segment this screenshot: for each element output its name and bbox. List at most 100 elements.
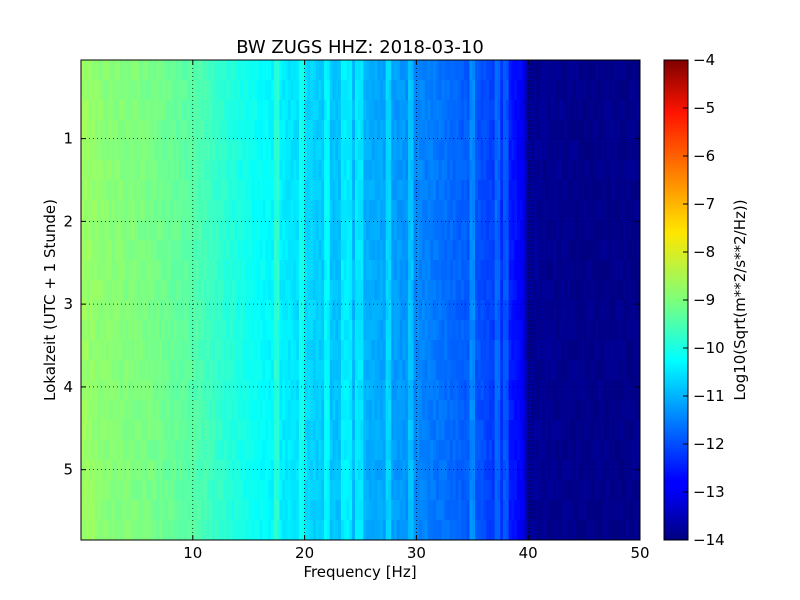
- heatmap-cell: [377, 80, 381, 101]
- heatmap-cell: [114, 520, 118, 540]
- heatmap-cell: [586, 80, 591, 101]
- heatmap-cell: [578, 320, 582, 341]
- heatmap-cell: [142, 520, 146, 540]
- heatmap-cell: [122, 120, 127, 141]
- heatmap-cell: [505, 220, 510, 241]
- heatmap-cell: [447, 160, 451, 181]
- heatmap-cell: [377, 240, 381, 261]
- heatmap-cell: [483, 420, 487, 441]
- heatmap-cell: [209, 180, 213, 201]
- heatmap-cell: [413, 460, 417, 481]
- heatmap-cell: [201, 160, 205, 181]
- heatmap-cell: [125, 140, 130, 161]
- heatmap-cell: [243, 200, 247, 221]
- heatmap-cell: [371, 300, 376, 321]
- heatmap-cell: [360, 260, 364, 281]
- heatmap-cell: [142, 60, 146, 81]
- heatmap-cell: [533, 220, 538, 241]
- heatmap-cell: [329, 60, 334, 81]
- heatmap-cell: [114, 320, 118, 341]
- heatmap-cell: [296, 80, 300, 101]
- heatmap-cell: [564, 80, 568, 101]
- heatmap-cell: [307, 200, 311, 221]
- heatmap-cell: [217, 300, 222, 321]
- heatmap-cell: [150, 240, 155, 261]
- heatmap-cell: [271, 180, 275, 201]
- heatmap-cell: [366, 260, 370, 281]
- heatmap-cell: [106, 140, 110, 161]
- heatmap-cell: [438, 220, 443, 241]
- heatmap-cell: [578, 80, 582, 101]
- heatmap-cell: [134, 280, 138, 301]
- heatmap-cell: [343, 100, 348, 121]
- heatmap-cell: [424, 300, 429, 321]
- heatmap-cell: [315, 200, 320, 221]
- heatmap-cell: [134, 520, 138, 540]
- heatmap-cell: [335, 100, 339, 121]
- heatmap-cell: [187, 260, 191, 281]
- heatmap-cell: [237, 280, 241, 301]
- heatmap-cell: [184, 480, 188, 501]
- heatmap-cell: [634, 320, 638, 341]
- heatmap-cell: [282, 420, 286, 441]
- heatmap-cell: [413, 120, 417, 141]
- heatmap-cell: [192, 440, 197, 461]
- heatmap-cell: [349, 400, 353, 421]
- heatmap-cell: [514, 260, 518, 281]
- heatmap-cell: [592, 160, 596, 181]
- heatmap-cell: [315, 140, 320, 161]
- x-tick-label: 20: [295, 544, 314, 562]
- heatmap-cell: [612, 180, 616, 201]
- heatmap-cell: [332, 240, 336, 261]
- heatmap-cell: [89, 400, 93, 421]
- heatmap-cell: [226, 200, 230, 221]
- heatmap-cell: [176, 300, 180, 321]
- heatmap-cell: [570, 180, 574, 201]
- heatmap-cell: [114, 280, 118, 301]
- heatmap-cell: [100, 500, 104, 521]
- heatmap-cell: [340, 300, 345, 321]
- heatmap-cell: [262, 300, 267, 321]
- heatmap-cell: [354, 320, 359, 341]
- heatmap-cell: [86, 120, 90, 141]
- heatmap-cell: [329, 280, 334, 301]
- heatmap-cell: [368, 160, 373, 181]
- heatmap-cell: [617, 160, 622, 181]
- heatmap-cell: [449, 260, 454, 281]
- heatmap-cell: [226, 460, 230, 481]
- heatmap-cell: [539, 340, 543, 361]
- heatmap-cell: [380, 280, 384, 301]
- heatmap-cell: [410, 480, 415, 501]
- heatmap-cell: [310, 60, 314, 81]
- heatmap-cell: [637, 460, 640, 481]
- heatmap-cell: [486, 360, 490, 381]
- colorbar-tick-label: −13: [693, 483, 725, 501]
- heatmap-cell: [176, 200, 180, 221]
- heatmap-cell: [447, 500, 451, 521]
- heatmap-cell: [304, 60, 308, 81]
- heatmap-cell: [139, 180, 144, 201]
- heatmap-cell: [206, 360, 211, 381]
- heatmap-cell: [394, 240, 398, 261]
- colorbar-label: Log10(Sqrt(m**2/s**2/Hz)): [731, 199, 749, 400]
- heatmap-cell: [589, 440, 594, 461]
- heatmap-cell: [332, 380, 336, 401]
- heatmap-cell: [273, 380, 278, 401]
- heatmap-cell: [326, 220, 331, 241]
- heatmap-cell: [122, 480, 127, 501]
- heatmap-cell: [203, 120, 208, 141]
- heatmap-cell: [184, 320, 188, 341]
- heatmap-cell: [89, 420, 93, 441]
- heatmap-cell: [279, 180, 283, 201]
- heatmap-cell: [497, 340, 501, 361]
- heatmap-cell: [273, 520, 278, 540]
- heatmap-cell: [159, 180, 163, 201]
- heatmap-cell: [497, 380, 501, 401]
- heatmap-cell: [480, 220, 485, 241]
- heatmap-cell: [374, 220, 378, 241]
- heatmap-cell: [162, 340, 166, 361]
- heatmap-cell: [600, 460, 605, 481]
- heatmap-cell: [276, 200, 281, 221]
- heatmap-cell: [212, 480, 216, 501]
- heatmap-cell: [525, 60, 529, 81]
